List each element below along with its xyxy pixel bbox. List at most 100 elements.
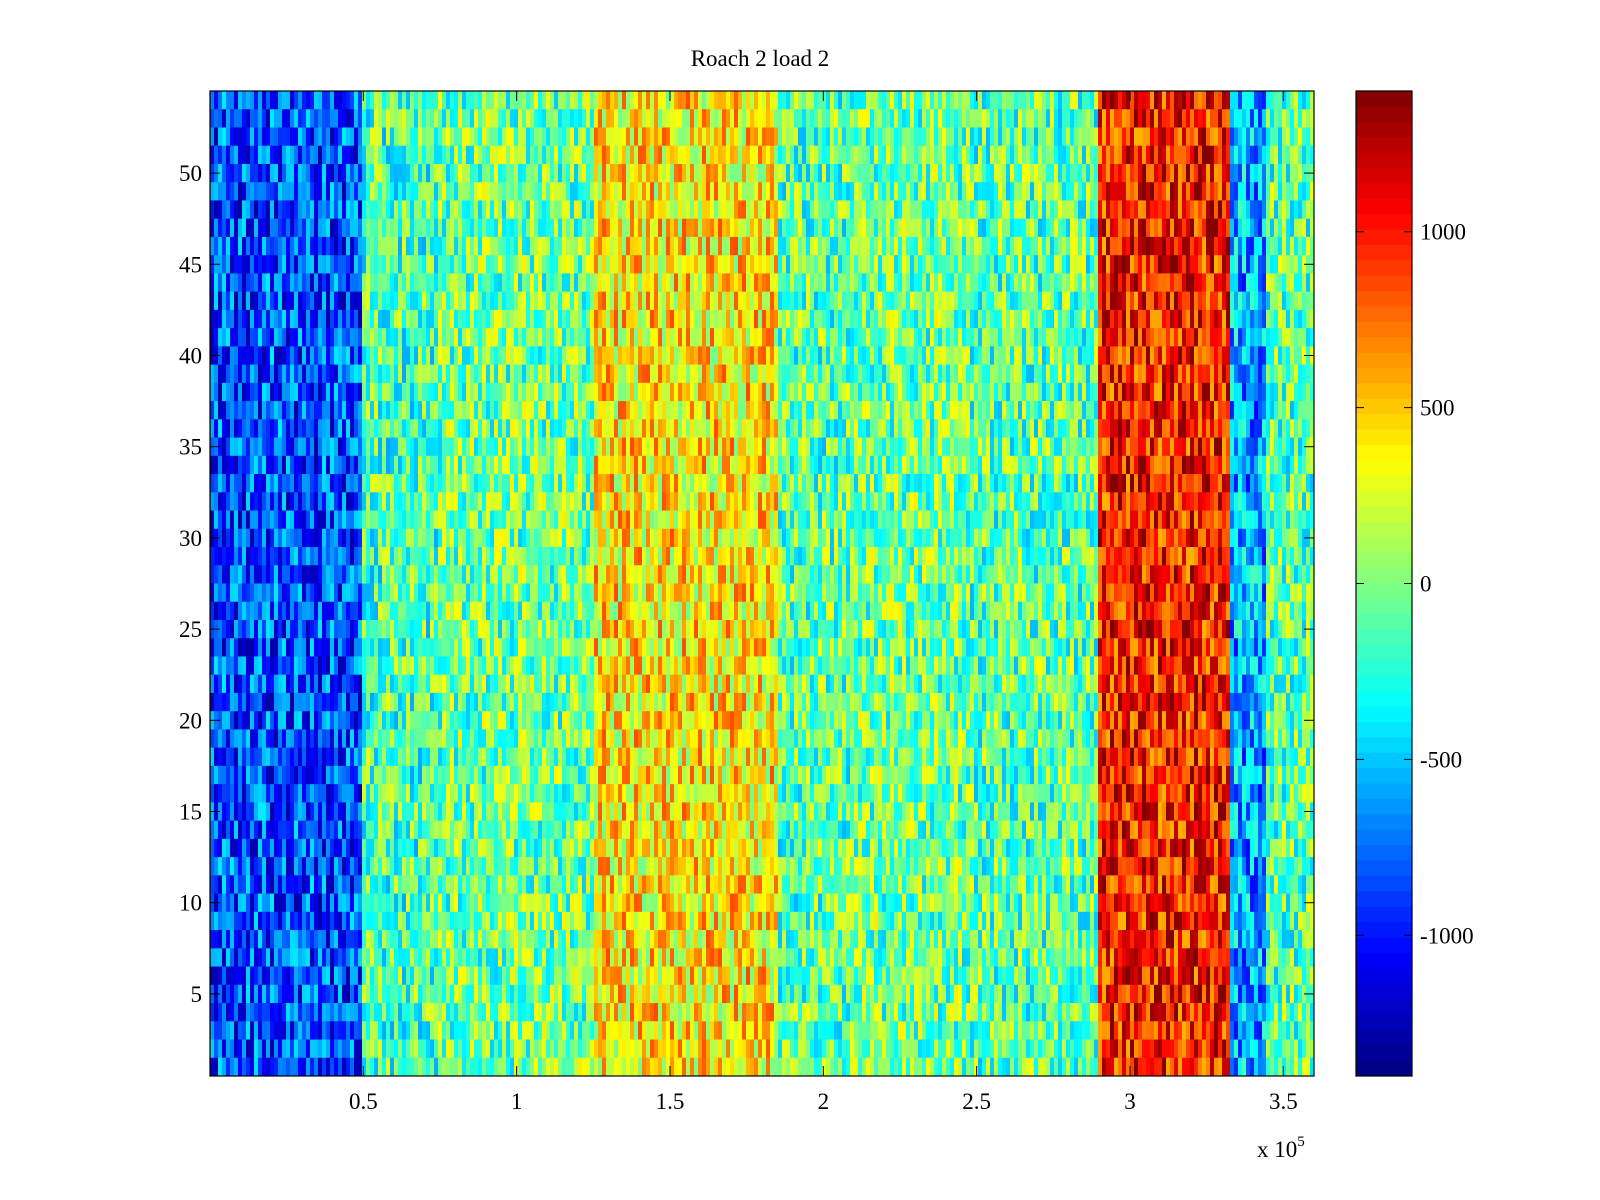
heatmap-cell — [654, 255, 659, 274]
heatmap-cell — [1170, 382, 1175, 402]
heatmap-cell — [1174, 273, 1179, 293]
heatmap-cell — [1286, 218, 1291, 238]
heatmap-cell — [362, 182, 367, 201]
heatmap-cell — [734, 401, 739, 420]
heatmap-cell — [458, 236, 463, 256]
heatmap-cell — [1014, 328, 1019, 347]
heatmap-cell — [1194, 291, 1199, 311]
heatmap-cell — [306, 382, 311, 402]
heatmap-cell — [766, 236, 771, 256]
heatmap-cell — [994, 145, 999, 165]
heatmap-cell — [1074, 382, 1079, 402]
heatmap-cell — [954, 91, 959, 110]
heatmap-cell — [990, 163, 995, 183]
heatmap-cell — [238, 419, 243, 439]
heatmap-cell — [1138, 273, 1143, 293]
heatmap-cell — [806, 273, 811, 293]
heatmap-cell — [490, 91, 495, 110]
heatmap-cell — [834, 236, 839, 256]
heatmap-cell — [506, 127, 511, 147]
heatmap-cell — [550, 382, 555, 402]
heatmap-cell — [834, 163, 839, 183]
heatmap-cell — [742, 346, 747, 366]
heatmap-cell — [1106, 127, 1111, 147]
heatmap-cell — [1146, 218, 1151, 238]
heatmap-cell — [898, 145, 903, 165]
heatmap-cell — [770, 218, 775, 238]
heatmap-cell — [706, 109, 711, 128]
heatmap-cell — [430, 382, 435, 402]
heatmap-cell — [886, 218, 891, 238]
heatmap-cell — [458, 200, 463, 220]
heatmap-cell — [270, 163, 275, 183]
heatmap-cell — [1110, 273, 1115, 293]
heatmap-cell — [266, 346, 271, 366]
heatmap-cell — [1142, 236, 1147, 256]
heatmap-cell — [1198, 182, 1203, 201]
heatmap-cell — [1290, 364, 1295, 384]
heatmap-cell — [282, 182, 287, 201]
heatmap-cell — [850, 163, 855, 183]
heatmap-cell — [234, 364, 239, 384]
heatmap-cell — [1050, 182, 1055, 201]
heatmap-cell — [1270, 309, 1275, 329]
heatmap-cell — [1174, 182, 1179, 201]
heatmap-cell — [958, 109, 963, 128]
heatmap-cell — [274, 309, 279, 329]
heatmap-cell — [1110, 309, 1115, 329]
heatmap-cell — [1214, 364, 1219, 384]
heatmap-cell — [442, 200, 447, 220]
heatmap-cell — [1270, 382, 1275, 402]
heatmap-cell — [1294, 255, 1299, 274]
heatmap-cell — [986, 163, 991, 183]
heatmap-cell — [802, 182, 807, 201]
heatmap-cell — [930, 401, 935, 420]
heatmap-cell — [702, 163, 707, 183]
heatmap-cell — [462, 273, 467, 293]
heatmap-cell — [482, 163, 487, 183]
heatmap-cell — [822, 91, 827, 110]
heatmap-cell — [242, 200, 247, 220]
heatmap-cell — [534, 364, 539, 384]
heatmap-cell — [282, 127, 287, 147]
heatmap-cell — [862, 382, 867, 402]
heatmap-cell — [1058, 236, 1063, 256]
heatmap-cell — [686, 382, 691, 402]
heatmap-cell — [290, 236, 295, 256]
heatmap-cell — [974, 127, 979, 147]
heatmap-cell — [958, 382, 963, 402]
heatmap-cell — [230, 346, 235, 366]
heatmap-cell — [722, 163, 727, 183]
heatmap-cell — [1294, 163, 1299, 183]
heatmap-cell — [990, 200, 995, 220]
heatmap-cell — [218, 200, 223, 220]
heatmap-cell — [610, 182, 615, 201]
heatmap-cell — [614, 200, 619, 220]
heatmap-cell — [1286, 145, 1291, 165]
heatmap-cell — [618, 145, 623, 165]
heatmap-cell — [722, 91, 727, 110]
heatmap-cell — [274, 163, 279, 183]
heatmap-cell — [850, 109, 855, 128]
heatmap-cell — [474, 346, 479, 366]
heatmap-cell — [838, 255, 843, 274]
heatmap-cell — [870, 273, 875, 293]
heatmap-cell — [786, 364, 791, 384]
heatmap-cell — [554, 145, 559, 165]
heatmap-cell — [218, 109, 223, 128]
heatmap-cell — [470, 291, 475, 311]
heatmap-cell — [1070, 291, 1075, 311]
heatmap-cell — [626, 401, 631, 420]
heatmap-cell — [690, 182, 695, 201]
heatmap-cell — [842, 255, 847, 274]
heatmap-cell — [374, 255, 379, 274]
heatmap-cell — [1034, 364, 1039, 384]
heatmap-cell — [1030, 401, 1035, 420]
heatmap-cell — [738, 401, 743, 420]
heatmap-cell — [510, 91, 515, 110]
heatmap-cell — [986, 182, 991, 201]
heatmap-cell — [1026, 163, 1031, 183]
heatmap-cell — [638, 109, 643, 128]
heatmap-cell — [350, 401, 355, 420]
heatmap-cell — [418, 182, 423, 201]
